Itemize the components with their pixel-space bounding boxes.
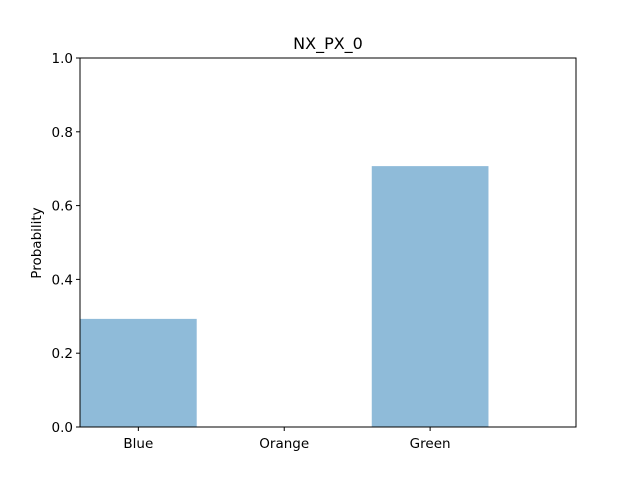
y-axis-label: Probability	[29, 207, 45, 278]
x-tick-label: Orange	[259, 436, 309, 452]
y-tick-label: 1.0	[52, 51, 73, 67]
y-tick-label: 0.2	[52, 346, 73, 362]
y-tick-label: 0.0	[52, 420, 73, 436]
bar-blue	[80, 318, 197, 427]
chart-title: NX_PX_0	[293, 34, 363, 54]
x-tick-label: Blue	[123, 436, 153, 452]
y-tick-label: 0.8	[52, 125, 73, 141]
plot-area: 0.0 0.2 0.4 0.6 0.8 1.0 Blue Orange Green	[52, 51, 577, 452]
x-tick-label: Green	[410, 436, 451, 452]
axes-frame	[79, 57, 577, 428]
bar-green	[371, 166, 489, 427]
y-tick-label: 0.6	[52, 199, 73, 215]
y-tick-label: 0.4	[52, 272, 73, 288]
